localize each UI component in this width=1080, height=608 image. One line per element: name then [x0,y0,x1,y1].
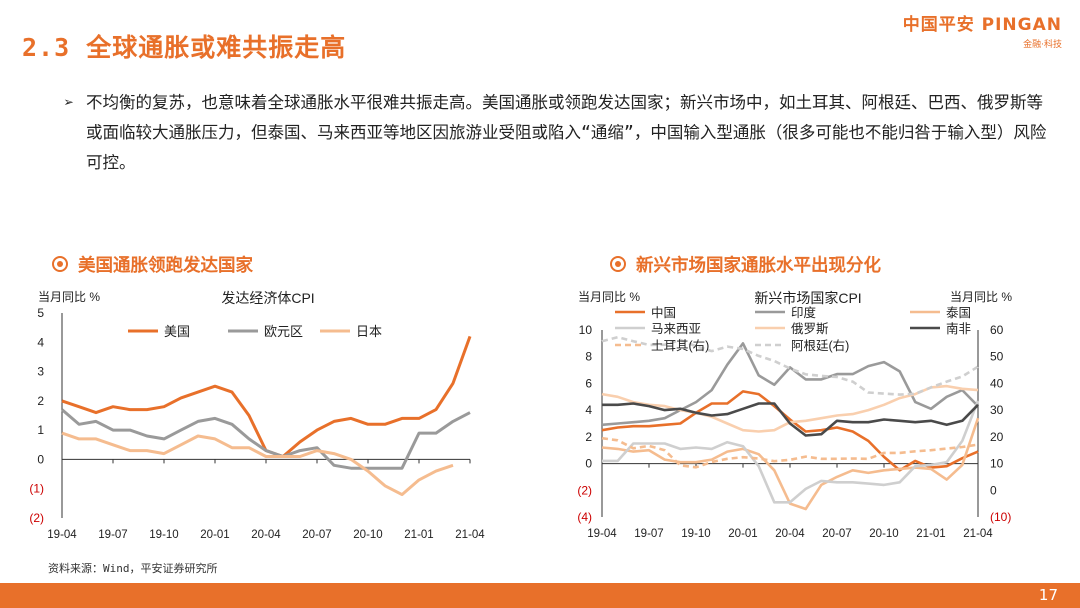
y-tick-label: 2 [37,394,44,408]
section-heading-left-text: 美国通胀领跑发达国家 [78,256,253,276]
series-line-3 [61,431,454,497]
y-tick-label-left: 6 [585,376,592,390]
series-line-8 [601,335,979,396]
x-tick-label: 20-04 [251,529,281,541]
y-axis-right-title: 当月同比 % [950,290,1012,304]
y-axis-title: 当月同比 % [38,290,100,304]
x-tick-label: 21-04 [455,529,485,541]
y-tick-label-left: (2) [577,483,592,497]
brand-logo: 中国平安 PINGAN 金融·科技 [903,10,1062,50]
x-tick-label: 21-04 [963,528,993,540]
footer-bar: 17 [0,583,1080,608]
y-tick-label-right: 60 [990,323,1004,337]
y-tick-label-left: 0 [585,457,592,471]
x-tick-label: 19-04 [47,529,77,541]
x-tick-label: 19-07 [98,529,127,541]
y-tick-label: (1) [29,482,44,496]
y-tick-label-left: 2 [585,430,592,444]
x-tick-label: 20-07 [822,528,851,540]
y-tick-label-right: 40 [990,376,1004,390]
x-tick-label: 20-01 [200,529,229,541]
legend-label: 欧元区 [264,324,303,339]
y-tick-label-right: 10 [990,457,1004,471]
y-tick-label: 5 [37,306,44,320]
series-line-7 [601,436,979,469]
chart-title: 发达经济体CPI [221,290,314,306]
y-tick-label-left: 10 [579,323,593,337]
y-tick-label-right: 50 [990,350,1004,364]
y-tick-label-right: 30 [990,403,1004,417]
legend-label: 中国 [651,305,676,320]
section-heading-left: 美国通胀领跑发达国家 [52,252,253,277]
y-tick-label: 0 [37,452,44,466]
y-axis-left-title: 当月同比 % [578,290,640,304]
bullet-arrow-icon: ➢ [64,93,74,112]
page-number: 17 [1038,586,1058,604]
series-line-2 [61,408,471,470]
y-tick-label: 1 [37,423,44,437]
x-tick-label: 21-01 [404,529,433,541]
series-line-4 [602,400,980,504]
legend-label: 俄罗斯 [791,322,829,336]
chart-title: 新兴市场国家CPI [754,290,861,306]
target-dot-icon [610,256,626,272]
y-tick-label-right: 20 [990,430,1004,444]
legend-label: 日本 [356,324,382,339]
y-tick-label-left: 8 [585,350,592,364]
target-dot-icon [52,256,68,272]
x-tick-label: 21-01 [916,528,945,540]
x-tick-label: 19-10 [681,528,710,540]
series-line-1 [601,390,979,472]
y-tick-label: 4 [37,335,44,349]
x-tick-label: 20-01 [728,528,757,540]
legend-label: 土耳其(右) [651,338,709,353]
x-tick-label: 19-04 [587,528,617,540]
legend-label: 马来西亚 [651,322,701,336]
legend-label: 阿根廷(右) [791,338,849,353]
series-line-2 [601,342,979,427]
x-tick-label: 19-10 [149,529,178,541]
developed-cpi-chart: 5 4 3 2 1 0 (1) (2)19-04 19-07 19-10 20-01 20-04 20-… [29,290,485,541]
logo-sub-text: 金融·科技 [1023,40,1062,50]
section-heading-right: 新兴市场国家通胀水平出现分化 [610,252,881,277]
y-tick-label-right: 0 [990,483,997,497]
logo-main-text: 中国平安 PINGAN [902,15,1062,35]
page-title: 2.3 全球通胀或难共振走高 [22,33,347,62]
series-line-6 [602,402,979,437]
source-note: 资料来源：Wind，平安证券研究所 [48,562,218,575]
body-text: 不均衡的复苏，也意味着全球通胀水平很难共振走高。美国通胀或领跑发达国家；新兴市场… [86,93,1047,172]
y-tick-label: (2) [29,511,44,525]
x-tick-label: 20-10 [869,528,898,540]
section-heading-right-text: 新兴市场国家通胀水平出现分化 [636,256,881,276]
x-tick-label: 20-04 [775,528,805,540]
legend-label: 南非 [946,321,971,336]
legend-label: 印度 [791,305,817,320]
body-paragraph: ➢ 不均衡的复苏，也意味着全球通胀水平很难共振走高。美国通胀或领跑发达国家；新兴… [64,88,1054,178]
x-tick-label: 19-07 [634,528,663,540]
y-tick-label: 3 [37,365,44,379]
x-tick-label: 20-07 [302,529,331,541]
y-tick-label-right: (10) [990,510,1011,524]
legend-label: 泰国 [946,306,971,320]
series-line-1 [61,335,472,458]
y-tick-label-left: 4 [585,403,592,417]
legend-label: 美国 [164,324,190,339]
x-tick-label: 20-10 [353,529,382,541]
y-tick-label-left: (4) [577,510,592,524]
